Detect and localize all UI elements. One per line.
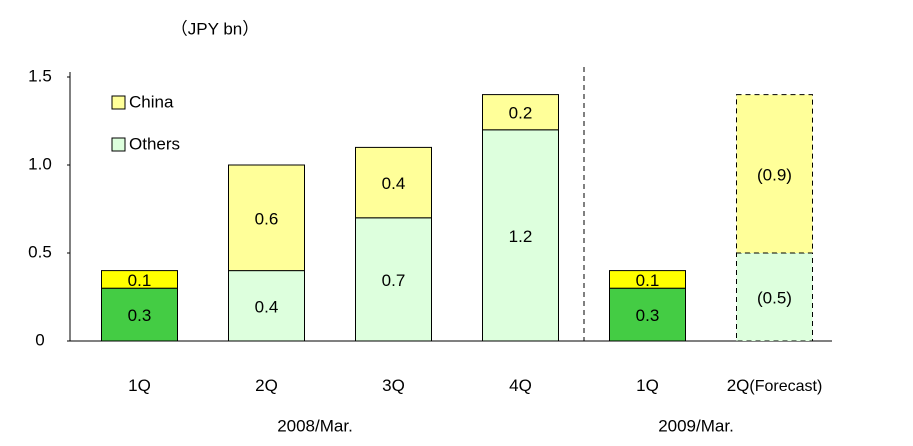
bar-segment (355, 146, 432, 219)
bar-segment (736, 252, 813, 342)
data-label: 0.3 (128, 306, 152, 325)
x-tick-text: 3Q (382, 376, 405, 395)
bar-segment (736, 94, 813, 254)
legend-swatch (111, 95, 126, 110)
x-tick-label: 3Q (382, 376, 405, 395)
data-label: 1.2 (509, 227, 533, 246)
data-label: 0.2 (509, 104, 533, 123)
bar-segment (228, 270, 305, 342)
data-label: 0.1 (128, 271, 152, 290)
legend-swatch (111, 137, 126, 152)
bar-segment (609, 270, 686, 289)
y-tick-label: 1.5 (28, 66, 52, 85)
data-label: 0.4 (382, 174, 406, 193)
y-axis-label: （JPY bn） (171, 19, 260, 38)
data-label: 0.3 (636, 306, 660, 325)
data-label: 0.1 (636, 271, 660, 290)
data-label: (0.9) (757, 165, 792, 184)
y-tick-label: 1.0 (28, 154, 52, 173)
x-tick-text: 1Q (128, 376, 151, 395)
x-tick-label: 4Q (509, 376, 532, 395)
x-tick-text: 2Q (255, 376, 278, 395)
x-tick-label: 1Q (636, 376, 659, 395)
y-tick-label: 0 (35, 330, 44, 349)
legend-label: China (129, 92, 174, 111)
x-group-label: 2009/Mar. (658, 416, 734, 435)
data-label: 0.4 (255, 297, 279, 316)
data-label: 0.7 (382, 271, 406, 290)
x-tick-label: 2Q(Forecast) (727, 376, 823, 395)
x-group-label: 2008/Mar. (277, 416, 353, 435)
x-tick-label: 2Q (255, 376, 278, 395)
x-tick-text: 1Q (636, 376, 659, 395)
bar-segment (609, 287, 686, 342)
x-tick-note: (Forecast) (749, 378, 822, 395)
bar-segment (228, 164, 305, 272)
y-tick-label: 0.5 (28, 242, 52, 261)
bar-segment (482, 94, 559, 131)
bar-segment (355, 217, 432, 342)
data-label: 0.6 (255, 209, 279, 228)
bar-segment (101, 270, 178, 289)
bar-segment (482, 129, 559, 342)
x-tick-text: 2Q (727, 376, 750, 395)
legend-label: Others (129, 134, 180, 153)
data-label: (0.5) (757, 288, 792, 307)
x-tick-label: 1Q (128, 376, 151, 395)
bar-segment (101, 287, 178, 342)
x-tick-text: 4Q (509, 376, 532, 395)
